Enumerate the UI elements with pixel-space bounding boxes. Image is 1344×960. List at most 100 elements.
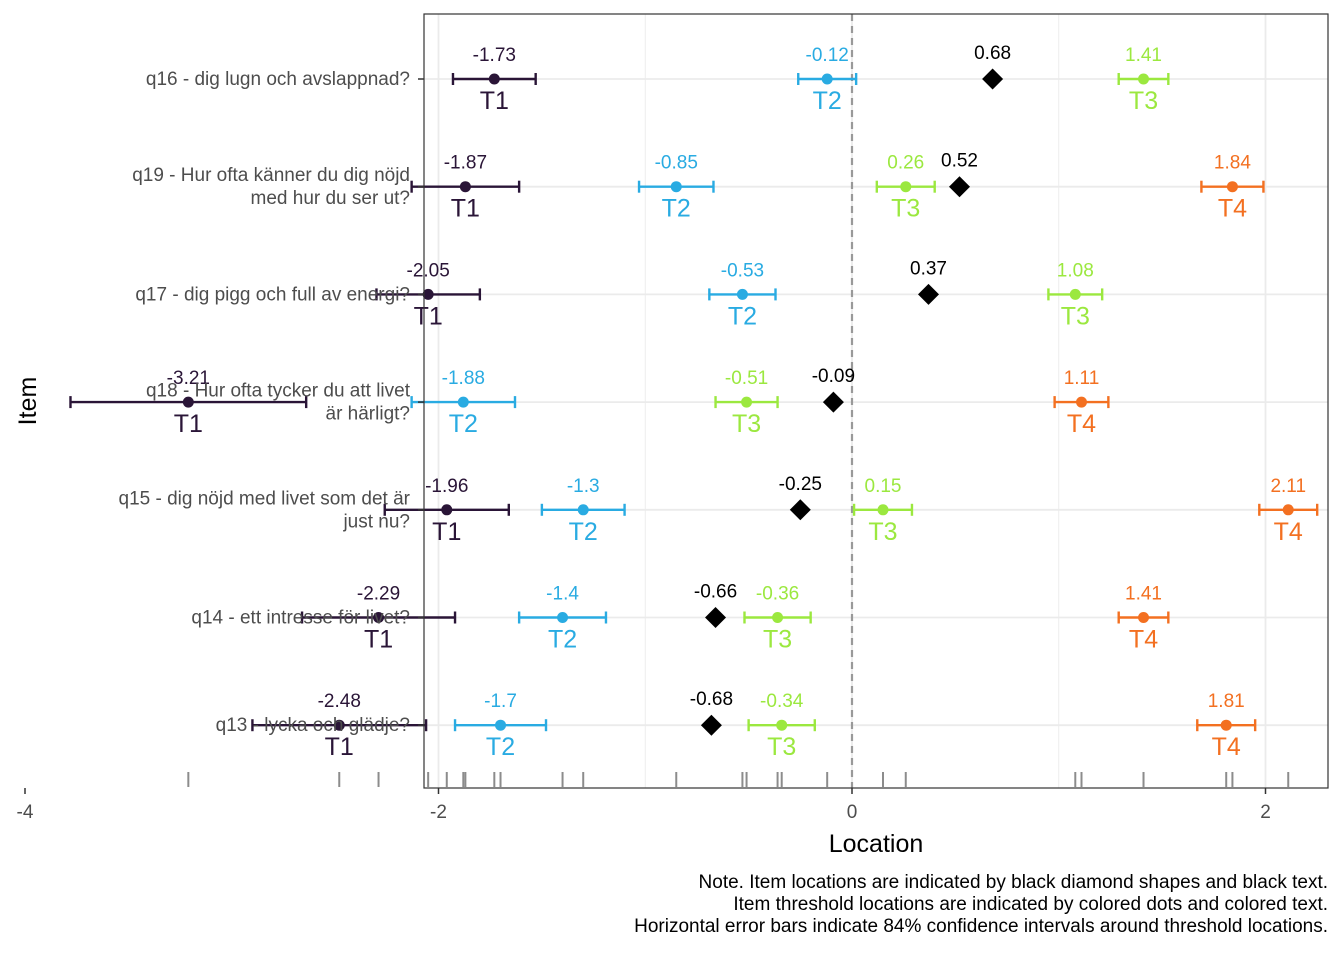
data-labels: -1.73T1-0.12T21.41T33.17T40.68-1.87T1-0.… [167, 43, 1306, 761]
threshold-name-label: T3 [767, 733, 796, 761]
item-location-label: -0.09 [812, 366, 855, 387]
threshold-name-label: T1 [364, 626, 393, 654]
threshold-value-label: 0.26 [887, 153, 924, 174]
x-tick-label: -4 [17, 802, 34, 823]
threshold-point [1226, 181, 1238, 193]
threshold-name-label: T3 [868, 518, 897, 546]
y-tick-label: q16 - dig lugn och avslappnad? [146, 69, 410, 90]
panel-border [423, 13, 1329, 789]
threshold-value-label: -1.73 [473, 45, 516, 66]
threshold-point [776, 719, 788, 731]
threshold-name-label: T3 [763, 626, 792, 654]
y-tick-label: q15 - dig nöjd med livet som det är [119, 488, 411, 509]
threshold-point [736, 288, 748, 300]
threshold-value-label: 1.84 [1214, 153, 1251, 174]
y-axis-title: Item [14, 377, 42, 426]
threshold-value-label: -1.88 [442, 368, 485, 389]
threshold-value-label: -2.48 [318, 691, 361, 712]
y-tick-label: är härligt? [326, 404, 411, 425]
threshold-point [495, 719, 507, 731]
y-tick-label: q19 - Hur ofta känner du dig nöjd [132, 165, 410, 186]
note-line-2: Item threshold locations are indicated b… [733, 894, 1328, 915]
item-threshold-chart: -1.73T1-0.12T21.41T33.17T40.68-1.87T1-0.… [14, 13, 1329, 858]
threshold-name-label: T2 [813, 87, 842, 115]
item-location-label: 0.68 [974, 43, 1011, 64]
y-tick-label: q13 - lycka och glädje? [216, 715, 410, 736]
threshold-point [441, 504, 453, 516]
threshold-point [1138, 612, 1150, 623]
threshold-value-label: 1.08 [1057, 260, 1094, 281]
threshold-name-label: T3 [891, 195, 920, 223]
threshold-point [457, 396, 469, 408]
x-tick-label: -2 [430, 802, 447, 823]
threshold-value-label: -0.85 [655, 153, 698, 174]
item-location-diamond [705, 607, 727, 628]
threshold-value-label: 1.11 [1064, 368, 1100, 389]
panel-background [424, 14, 1328, 788]
threshold-point [373, 612, 385, 623]
y-tick-label: q17 - dig pigg och full av energi? [135, 284, 410, 305]
threshold-point [741, 396, 753, 408]
threshold-name-label: T4 [1129, 626, 1158, 654]
item-location-diamond [822, 391, 844, 413]
item-location-diamond [789, 499, 811, 521]
x-tick-label: 2 [1260, 802, 1271, 823]
threshold-value-label: -1.7 [484, 691, 517, 712]
threshold-rug [187, 772, 1290, 787]
threshold-point [1069, 288, 1081, 300]
threshold-name-label: T1 [174, 410, 203, 438]
threshold-value-label: -2.05 [407, 260, 450, 281]
threshold-value-label: -0.34 [760, 691, 804, 712]
threshold-name-label: T2 [569, 518, 598, 546]
item-location-diamond [949, 176, 971, 198]
threshold-value-label: 1.41 [1125, 45, 1162, 66]
threshold-point [182, 396, 194, 408]
threshold-name-label: T2 [449, 410, 478, 438]
chart-note: Note. Item locations are indicated by bl… [634, 872, 1328, 938]
x-axis: -4-2024 [17, 788, 1271, 823]
y-tick-label: q14 - ett intresse för livet? [191, 608, 410, 629]
threshold-point [670, 181, 682, 193]
item-location-label: 0.37 [910, 258, 947, 279]
threshold-name-label: T3 [1129, 87, 1158, 115]
x-axis-title: Location [829, 830, 924, 858]
threshold-point [333, 719, 345, 731]
threshold-name-label: T1 [325, 733, 354, 761]
threshold-point [821, 73, 833, 85]
threshold-value-label: -3.21 [167, 368, 210, 389]
threshold-point [1220, 719, 1232, 731]
data-points [182, 68, 1294, 736]
item-location-diamond [700, 714, 722, 736]
threshold-value-label: -0.53 [721, 260, 764, 281]
item-location-diamond [917, 283, 939, 305]
threshold-value-label: -2.29 [357, 584, 400, 605]
threshold-point [488, 73, 500, 85]
threshold-name-label: T2 [662, 195, 691, 223]
threshold-point [1075, 396, 1087, 408]
note-line-1: Note. Item locations are indicated by bl… [698, 872, 1328, 893]
threshold-name-label: T4 [1218, 195, 1247, 223]
threshold-value-label: -1.87 [444, 153, 487, 174]
threshold-name-label: T1 [432, 518, 461, 546]
y-tick-label: just nu? [342, 511, 410, 532]
threshold-name-label: T3 [732, 410, 761, 438]
threshold-point [459, 181, 471, 193]
threshold-point [557, 612, 569, 623]
note-line-3: Horizontal error bars indicate 84% confi… [634, 916, 1328, 937]
threshold-value-label: -1.3 [567, 476, 600, 497]
y-axis: q16 - dig lugn och avslappnad? q19 - Hur … [119, 69, 424, 736]
x-tick-label: 0 [847, 802, 858, 823]
item-location-label: -0.25 [779, 474, 822, 495]
threshold-value-label: -0.36 [756, 584, 799, 605]
threshold-value-label: -0.12 [806, 45, 849, 66]
threshold-name-label: T1 [451, 195, 480, 223]
threshold-point [772, 612, 784, 623]
threshold-value-label: -1.4 [546, 584, 579, 605]
y-tick-label: q18 - Hur ofta tycker du att livet [146, 381, 411, 402]
threshold-name-label: T1 [480, 87, 509, 115]
threshold-value-label: 1.41 [1125, 584, 1162, 605]
threshold-value-label: -1.96 [425, 476, 468, 497]
threshold-name-label: T2 [486, 733, 515, 761]
threshold-point [422, 288, 434, 300]
y-tick-label: med hur du ser ut? [251, 188, 410, 209]
